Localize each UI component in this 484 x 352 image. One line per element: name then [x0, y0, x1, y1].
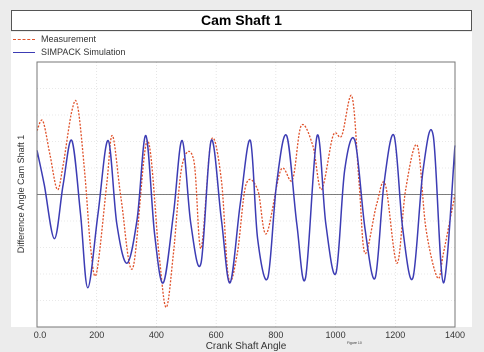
figure-footnote: Figure 10	[347, 341, 362, 345]
x-tick-label: 0.0	[34, 330, 47, 340]
x-tick-labels: 0.0 200 400 600 800 1000 1200 1400	[34, 330, 465, 340]
legend-swatch-measurement	[13, 38, 35, 40]
legend: Measurement SIMPACK Simulation	[11, 32, 472, 62]
x-tick-label: 1000	[326, 330, 346, 340]
chart-title: Cam Shaft 1	[11, 10, 472, 31]
series-layer	[36, 94, 456, 309]
x-tick-label: 400	[149, 330, 164, 340]
x-axis-label: Crank Shaft Angle	[206, 341, 287, 352]
x-tick-label: 800	[268, 330, 283, 340]
x-tick-label: 1400	[445, 330, 465, 340]
x-tick-label: 600	[209, 330, 224, 340]
x-tick-label: 1200	[385, 330, 405, 340]
y-axis-label: Difference Angle Cam Shaft 1	[16, 135, 26, 253]
legend-item-measurement: Measurement	[13, 33, 96, 45]
legend-swatch-simulation	[13, 51, 35, 53]
x-tick-label: 200	[89, 330, 104, 340]
series-line-simulation	[36, 128, 456, 289]
legend-label-measurement: Measurement	[41, 34, 97, 44]
legend-item-simulation: SIMPACK Simulation	[13, 46, 125, 58]
plot-border	[36, 61, 456, 328]
legend-label-simulation: SIMPACK Simulation	[41, 47, 126, 57]
